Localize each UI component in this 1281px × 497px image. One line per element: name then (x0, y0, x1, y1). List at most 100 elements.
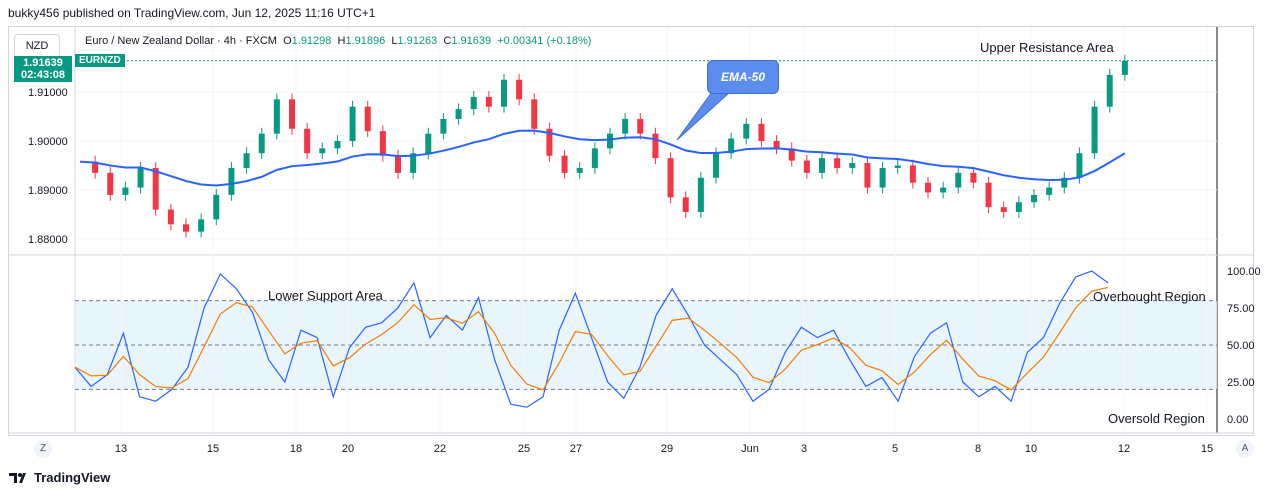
candle-body (289, 99, 295, 129)
candle-body (516, 79, 523, 100)
brand-name: TradingView (34, 470, 111, 485)
oscillator-tick-label: 50.00 (1227, 340, 1255, 352)
oscillator-tick-label: 100.00 (1227, 266, 1261, 278)
candle-body (1076, 153, 1083, 178)
candle-body (455, 109, 462, 119)
candle-body (576, 167, 583, 173)
time-tick-label: 15 (1201, 443, 1213, 455)
open-label: O (283, 35, 292, 47)
time-tick-label: 20 (342, 443, 354, 455)
oscillator-tick-label: 25.00 (1227, 377, 1255, 389)
close-value: 1.91639 (451, 35, 492, 47)
time-tick-label: 10 (1025, 443, 1037, 455)
candle-body (258, 133, 265, 154)
time-tick-label: 27 (570, 443, 582, 455)
candle-body (1061, 177, 1068, 188)
time-tick-label: 25 (518, 443, 530, 455)
candle-body (395, 155, 401, 173)
candle-body (485, 96, 492, 107)
stoch-d-line (74, 286, 1109, 391)
time-tick-label: 8 (975, 443, 981, 455)
close-label: C (443, 35, 452, 47)
candle-body (213, 194, 220, 220)
zoom-left-button[interactable]: Z (34, 440, 52, 458)
candle-body (1046, 187, 1053, 195)
candle-body (728, 138, 735, 154)
tradingview-logo[interactable]: TradingView (8, 470, 110, 485)
candle-body (803, 160, 810, 173)
time-tick-label: 12 (1118, 443, 1130, 455)
candle-body (849, 163, 856, 168)
candle-body (546, 128, 553, 156)
upper-resistance-label: Upper Resistance Area (980, 40, 1114, 55)
candle-body (1106, 74, 1113, 107)
candle-body (364, 106, 371, 132)
candle-body (1121, 60, 1128, 75)
candle-body (894, 165, 901, 168)
ema-callout: EMA-50 (707, 60, 779, 94)
candle-body (970, 172, 977, 183)
auto-scale-button[interactable]: A (1236, 440, 1254, 458)
high-value: 1.91896 (345, 35, 386, 47)
time-tick-label: Jun (741, 443, 759, 455)
candle-body (637, 118, 644, 134)
price-tick-label: 1.91000 (28, 87, 68, 99)
oversold-label: Oversold Region (1108, 411, 1205, 426)
candle-body (607, 133, 613, 149)
time-tick-label: 18 (290, 443, 302, 455)
candle-body (758, 123, 765, 141)
candle-body (713, 153, 719, 178)
ticker-tag: EURNZD (75, 54, 125, 67)
candle-body (198, 219, 205, 232)
candle-body (304, 128, 311, 154)
price-tick-label: 1.89000 (28, 185, 68, 197)
candle-body (152, 167, 159, 210)
price-tick-label: 1.88000 (28, 234, 68, 246)
candle-body (1015, 202, 1022, 213)
candle-body (379, 131, 386, 156)
candle-body (925, 182, 931, 193)
time-tick-label: 5 (892, 443, 898, 455)
tradingview-icon (9, 472, 26, 483)
candle-body (697, 177, 704, 213)
time-tick-label: 15 (207, 443, 219, 455)
chart-frame[interactable] (8, 26, 1254, 436)
change-value: +0.00341 (+0.18%) (497, 35, 592, 47)
candle-body (1031, 194, 1037, 203)
candle-body (319, 148, 326, 154)
candle-body (349, 106, 356, 141)
oscillator-tick-label: 0.00 (1227, 414, 1248, 426)
candle-body (622, 118, 629, 134)
candle-body (183, 224, 189, 232)
symbol-legend[interactable]: Euro / New Zealand Dollar · 4h · FXCM O1… (85, 35, 591, 47)
low-label: L (391, 35, 398, 47)
stoch-k-line (74, 270, 1109, 408)
candle-body (743, 123, 750, 139)
high-label: H (337, 35, 346, 47)
last-price: 1.91639 (23, 57, 63, 69)
candle-body (682, 197, 689, 213)
candle-body (137, 167, 144, 188)
price-tick-label: 1.90000 (28, 136, 68, 148)
candle-body (425, 133, 432, 154)
candle-body (243, 153, 250, 168)
last-price-tag: 1.91639 02:43:08 (14, 56, 72, 82)
candle-body (440, 118, 447, 134)
candle-body (834, 158, 841, 168)
candle-body (909, 165, 916, 183)
candle-body (773, 141, 780, 149)
candle-body (501, 79, 507, 107)
candle-body (531, 99, 538, 129)
currency-button[interactable]: NZD (14, 34, 60, 58)
ema-50-line (79, 129, 1126, 187)
candle-body (561, 155, 568, 173)
candle-body (410, 153, 417, 173)
oscillator-tick-label: 75.00 (1227, 303, 1255, 315)
symbol-title: Euro / New Zealand Dollar · 4h · FXCM (85, 35, 277, 47)
candle-body (940, 187, 947, 193)
candle-body (985, 182, 992, 208)
candle-body (955, 172, 962, 188)
candle-body (92, 161, 99, 173)
open-value: 1.91298 (291, 35, 332, 47)
